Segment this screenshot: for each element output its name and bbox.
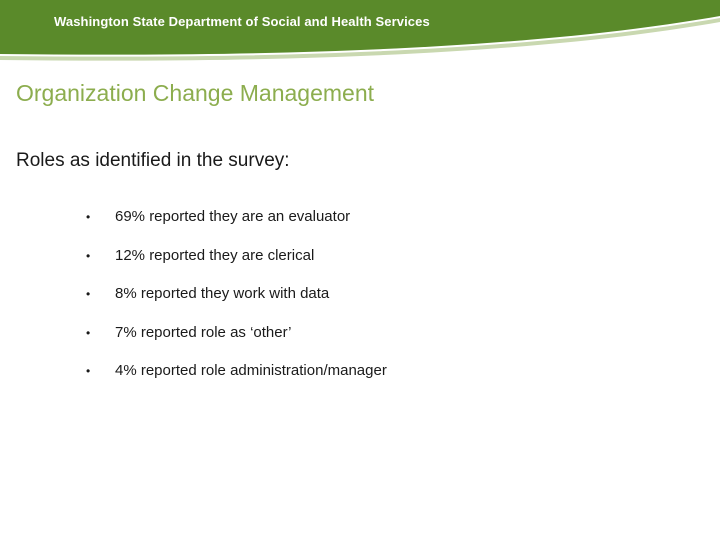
bullet-marker: • bbox=[86, 210, 91, 224]
bullet-marker: • bbox=[86, 287, 91, 301]
bullet-marker: • bbox=[86, 248, 91, 263]
slide-subtitle: Roles as identified in the survey: bbox=[16, 150, 290, 171]
bullet-text: 4% reported role administration/manager bbox=[115, 362, 387, 379]
bullet-text: 69% reported they are an evaluator bbox=[115, 208, 351, 225]
bullet-marker: • bbox=[86, 325, 91, 340]
bullet-marker: • bbox=[86, 364, 91, 378]
organization-name: Washington State Department of Social an… bbox=[54, 14, 430, 29]
bullet-text: 7% reported role as ‘other’ bbox=[115, 323, 292, 341]
bullet-text: 8% reported they work with data bbox=[115, 285, 330, 302]
slide-title: Organization Change Management bbox=[16, 80, 375, 106]
header-swoosh bbox=[0, 0, 720, 61]
header-band: Washington State Department of Social an… bbox=[0, 0, 720, 64]
bullet-text: 12% reported they are clerical bbox=[115, 246, 315, 264]
